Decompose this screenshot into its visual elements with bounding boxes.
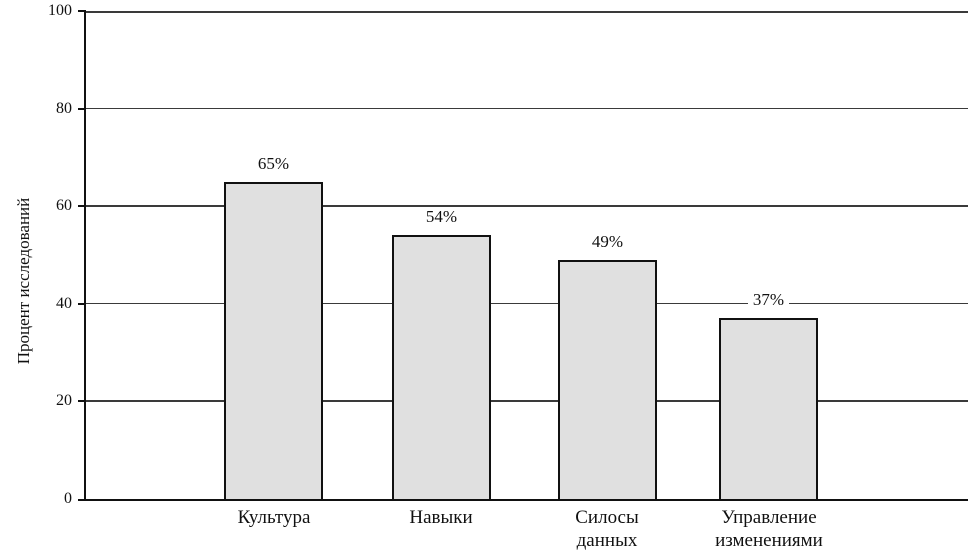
bar-slot-navyki: 54% [392, 11, 491, 499]
tick-mark-40 [78, 302, 86, 305]
gridline-60 [86, 205, 968, 207]
tick-mark-80 [78, 107, 86, 110]
gridline-40 [86, 302, 968, 305]
category-label-navyki: Навыки [409, 507, 473, 528]
bar-slot-kultura: 65% [224, 11, 323, 499]
ytick-label-0: 0 [64, 490, 72, 507]
ytick-label-100: 100 [48, 2, 72, 19]
gridline-100 [86, 11, 968, 13]
category-label-upravlenie-izmeneniyami: Управление изменениями [715, 507, 823, 551]
ytick-label-80: 80 [56, 99, 72, 117]
plot-area: 100 80 60 40 20 0 65% 54% 49% 37% [48, 2, 968, 507]
ytick-label-60: 60 [56, 197, 72, 215]
bar-slot-silosy-dannykh: 49% [558, 11, 657, 499]
bar-slot-upravlenie-izmeneniyami: 37% [719, 11, 818, 499]
category-label-kultura: Культура [237, 507, 311, 528]
gridline-20 [86, 400, 968, 402]
bar [392, 235, 491, 499]
bar-value-label: 49% [558, 231, 657, 252]
gridline-80 [86, 107, 968, 110]
tick-mark-60 [78, 205, 86, 208]
y-axis-title: Процент исследований [14, 197, 33, 365]
bar [558, 259, 657, 499]
bar [719, 318, 818, 499]
ytick-label-40: 40 [56, 294, 72, 312]
bar-value-label: 37% [719, 290, 818, 310]
category-label-silosy-dannykh: Силосы данных [575, 507, 639, 551]
bar-value-label: 54% [392, 207, 491, 227]
tick-mark-20 [78, 400, 86, 403]
bar [224, 181, 323, 499]
ytick-label-20: 20 [56, 392, 72, 410]
bar-value-label: 65% [224, 153, 323, 174]
tick-mark-100 [78, 10, 86, 12]
tick-mark-0 [78, 499, 86, 501]
